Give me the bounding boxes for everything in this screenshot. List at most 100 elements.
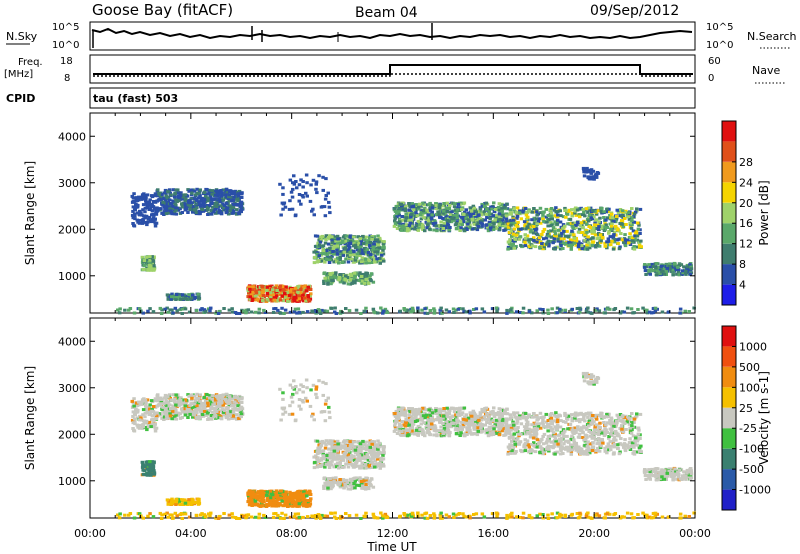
power-cell [521,208,526,212]
velocity-cell [350,442,354,446]
power-cell [298,291,303,295]
power-cell [314,310,318,314]
velocity-cell [295,498,299,502]
power-cell [631,229,636,233]
power-cell [305,194,309,198]
power-cell [541,308,545,311]
power-cell [256,297,260,301]
power-cell [605,226,610,229]
power-cell [464,215,468,219]
power-cell [632,245,636,248]
power-cell [515,214,520,218]
power-cell [459,226,463,230]
power-cell [535,309,539,313]
power-cell [423,229,427,233]
velocity-cell [274,489,279,493]
velocity-cell [221,393,226,397]
y-tick-label: 2000 [58,223,86,236]
velocity-cell [194,416,199,419]
velocity-cell [143,401,147,405]
power-cell [409,219,413,222]
velocity-cell [255,498,260,502]
velocity-cell [169,398,173,402]
velocity-cell [144,419,149,423]
velocity-cell [345,457,350,461]
velocity-cell [230,416,235,420]
power-cell [682,265,686,269]
power-cell [343,247,347,251]
power-cell [462,212,466,216]
power-cell [210,192,214,196]
velocity-cell [200,404,204,408]
velocity-cell [150,460,154,464]
power-cell [523,233,527,237]
power-cell [411,214,416,218]
power-cell [362,309,366,313]
power-cell [586,175,590,179]
velocity-cell [297,502,302,506]
power-cell [570,224,574,228]
power-cell [218,204,223,208]
power-cell [297,310,302,314]
power-cell [569,233,573,236]
power-cell [396,208,401,212]
power-cell [232,202,236,206]
power-cell [174,208,178,212]
power-cell [434,207,439,211]
power-cell [324,194,328,197]
power-cell [419,217,424,221]
power-cell [633,234,637,238]
power-cell [563,206,567,210]
power-cell [517,211,522,215]
power-cell [632,247,637,251]
power-cell [404,223,409,227]
velocity-cell [152,472,157,476]
power-cell [147,215,152,219]
velocity-cell [211,403,215,407]
power-cell [382,259,386,263]
power-cell [216,192,220,196]
velocity-cell [305,494,309,498]
power-cell [335,256,340,260]
velocity-cell [301,498,305,502]
power-cell [628,214,632,218]
power-cell [503,205,507,209]
velocity-cell [143,425,147,429]
power-cell [251,290,255,294]
power-cell [497,215,501,219]
power-cell [332,260,336,264]
power-cell [203,197,207,201]
power-cell [523,207,528,210]
power-cell [360,260,364,264]
power-cell [401,201,405,205]
power-cell [480,224,484,228]
power-cell [432,311,437,315]
power-cell [503,224,508,228]
power-cell [591,209,595,212]
velocity-cell [250,502,255,506]
power-cell [360,279,364,283]
power-cell [472,222,477,226]
power-cell [337,261,341,265]
power-cell [328,234,332,238]
power-cell [618,245,622,249]
velocity-cell [200,401,204,405]
power-cell [404,212,408,216]
power-cell [371,307,376,311]
power-cell [192,197,197,201]
power-cell [633,210,638,214]
power-cell [575,208,580,212]
power-cell [594,218,599,222]
power-cell [583,245,587,249]
power-cell [556,218,560,222]
velocity-cell [174,503,178,506]
velocity-cell [183,404,187,408]
colorbar-frame [721,120,737,306]
power-cell [295,311,299,315]
power-cell [347,244,351,248]
power-cell [546,224,550,228]
power-cell [558,239,563,243]
power-cell [474,307,479,311]
power-cell [394,204,399,208]
power-cell [487,210,491,214]
